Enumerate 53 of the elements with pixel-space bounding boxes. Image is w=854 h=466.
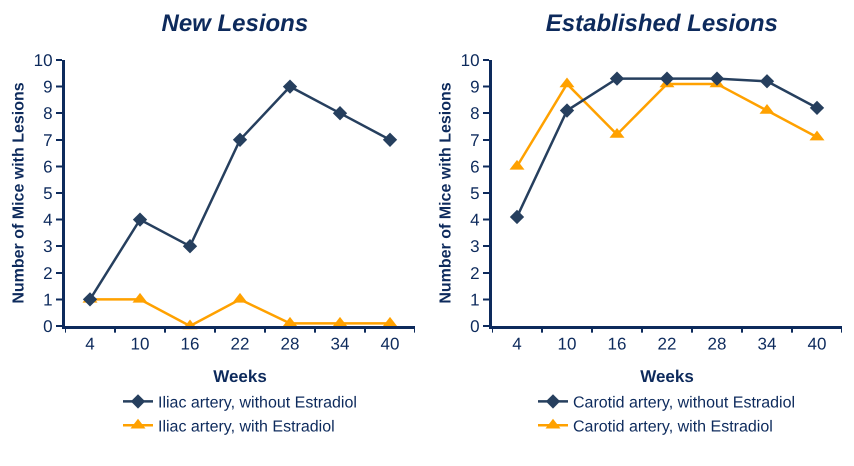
point	[382, 132, 398, 147]
y-tick-label: 6	[470, 157, 480, 176]
y-tick-label: 2	[470, 264, 480, 283]
y-tick-label: 6	[43, 157, 53, 176]
y-tick-label: 8	[43, 104, 53, 124]
point	[82, 292, 98, 307]
y-tick-label: 3	[470, 237, 480, 256]
y-tick-label: 0	[470, 316, 480, 336]
y-axis-title: Number of Mice with Lesions	[10, 82, 28, 304]
y-tick-label: 9	[470, 78, 480, 97]
y-tick-label: 7	[43, 130, 53, 150]
x-tick-label: 4	[85, 334, 95, 354]
x-tick-label: 22	[658, 334, 676, 354]
x-axis-title: Weeks	[640, 366, 694, 386]
y-tick-label: 5	[470, 184, 480, 203]
x-tick-label: 16	[180, 334, 200, 354]
legend-label: Iliac artery, without Estradiol	[158, 394, 357, 412]
x-tick-label: 28	[708, 334, 726, 354]
x-tick-label: 4	[512, 334, 522, 354]
point	[282, 79, 298, 94]
y-tick-label: 4	[43, 210, 53, 230]
x-axis-title: Weeks	[213, 366, 267, 386]
y-tick-label: 0	[43, 316, 53, 336]
chart-title: New Lesions	[161, 10, 308, 37]
y-tick-label: 1	[43, 290, 53, 310]
y-tick-label: 5	[43, 184, 53, 203]
x-tick-label: 10	[558, 334, 576, 354]
y-tick-label: 7	[470, 130, 480, 150]
point	[182, 239, 198, 254]
legend-label: Carotid artery, with Estradiol	[573, 418, 773, 436]
x-tick-label: 28	[280, 334, 300, 354]
y-tick-label: 2	[43, 264, 53, 283]
legend-label: Carotid artery, without Estradiol	[573, 394, 796, 412]
point	[332, 106, 348, 120]
y-tick-label: 1	[470, 290, 480, 310]
x-tick-label: 10	[130, 334, 150, 354]
y-tick-label: 10	[460, 50, 480, 70]
y-tick-label: 10	[34, 50, 53, 70]
point	[132, 212, 148, 227]
y-tick-label: 9	[43, 78, 53, 97]
x-tick-label: 34	[330, 334, 350, 354]
x-tick-label: 22	[230, 334, 250, 354]
x-tick-label: 34	[758, 334, 776, 354]
y-axis-title: Number of Mice with Lesions	[438, 82, 455, 304]
x-tick-label: 40	[380, 334, 400, 354]
y-tick-label: 8	[470, 104, 480, 124]
x-tick-label: 16	[608, 334, 626, 354]
y-tick-label: 3	[43, 237, 53, 256]
chart-title: Established Lesions	[546, 10, 778, 37]
x-tick-label: 40	[808, 334, 826, 354]
y-tick-label: 4	[470, 210, 480, 230]
point	[232, 132, 248, 147]
legend-label: Iliac artery, with Estradiol	[158, 418, 335, 436]
